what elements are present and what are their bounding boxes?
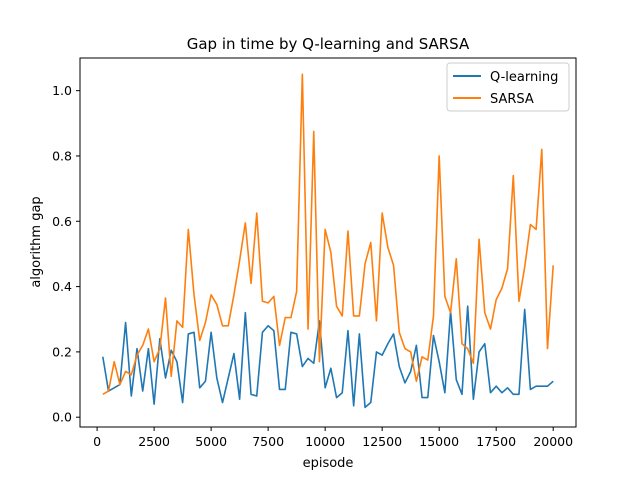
x-tick-label: 7500 [252, 434, 284, 449]
x-axis-label: episode [303, 456, 354, 471]
chart-title: Gap in time by Q-learning and SARSA [187, 35, 470, 53]
y-tick-label: 0.6 [52, 214, 72, 229]
x-tick-label: 17500 [476, 434, 516, 449]
series-line-q-learning [102, 305, 554, 409]
x-tick-label: 12500 [362, 434, 402, 449]
x-tick-label: 5000 [195, 434, 227, 449]
y-tick-label: 1.0 [52, 83, 72, 98]
series-line-sarsa [102, 73, 554, 396]
legend: Q-learning SARSA [446, 62, 570, 112]
y-tick-label: 0.0 [52, 410, 72, 425]
x-tick-label: 20000 [533, 434, 573, 449]
y-tick-label: 0.4 [52, 279, 72, 294]
legend-label-sarsa: SARSA [490, 92, 534, 107]
y-axis: 0.0 0.2 0.4 0.6 0.8 1.0 [52, 83, 80, 425]
x-axis: 0 2500 5000 7500 10000 12500 15000 17500 20000 [93, 427, 573, 449]
y-tick-label: 0.2 [52, 344, 72, 359]
plot-area [102, 73, 554, 409]
x-tick-label: 15000 [419, 434, 459, 449]
plot-frame [79, 57, 577, 428]
x-tick-label: 2500 [138, 434, 170, 449]
y-tick-label: 0.8 [52, 148, 72, 163]
legend-label-q-learning: Q-learning [490, 70, 558, 85]
x-tick-label: 0 [93, 434, 101, 449]
x-tick-label: 10000 [305, 434, 345, 449]
y-axis-label: algorithm gap [29, 196, 44, 287]
